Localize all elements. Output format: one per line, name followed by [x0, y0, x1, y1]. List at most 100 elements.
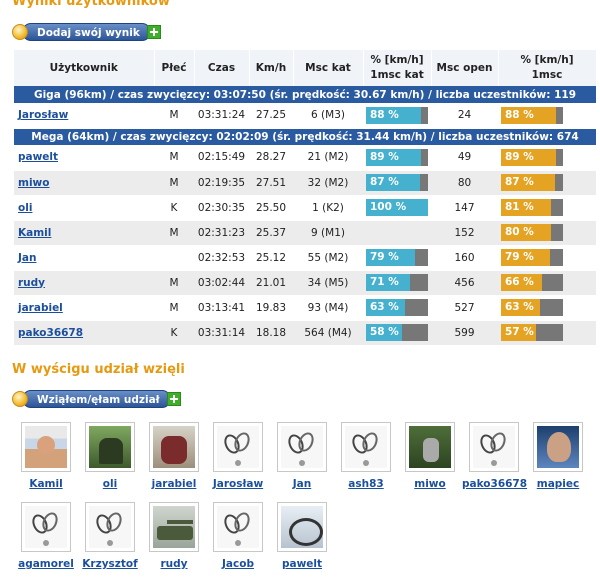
pct-open-cell: 80 % [498, 220, 596, 246]
participant-name-link[interactable]: Krzysztof [82, 558, 138, 570]
pct-cat-cell: 79 % [363, 245, 431, 271]
pct-open-bar-fill [501, 274, 542, 291]
pct-open-bar: 81 % [501, 199, 563, 216]
pct-cat-bar-fill [366, 148, 422, 166]
place-cat-cell: 93 (M4) [293, 295, 363, 321]
pct-open-cell: 81 % [498, 195, 596, 221]
header-pct-open-line1: % [km/h] [520, 54, 574, 66]
user-link[interactable]: Jarosław [18, 109, 69, 122]
logo-pin-icon [235, 540, 241, 546]
avatar[interactable] [213, 422, 263, 472]
participant[interactable]: agamorel [14, 502, 78, 570]
avatar[interactable] [277, 502, 327, 552]
logo-pin-icon [235, 460, 241, 466]
speed-cell: 19.83 [249, 295, 293, 321]
pct-cat-bar: 63 % [366, 299, 428, 316]
time-cell: 03:02:44 [194, 270, 249, 296]
avatar[interactable] [21, 502, 71, 552]
avatar[interactable] [405, 422, 455, 472]
user-cell: jarabiel [14, 295, 154, 321]
avatar-image [217, 426, 259, 468]
avatar[interactable] [213, 502, 263, 552]
pct-cat-label: 89 % [370, 150, 399, 163]
place-open-cell: 80 [431, 170, 498, 196]
pct-open-bar: 79 % [501, 249, 563, 266]
join-race-button[interactable]: Wziąłem/ęłam udział [12, 389, 181, 409]
avatar[interactable] [149, 502, 199, 552]
sex-cell: M [154, 103, 194, 129]
speed-cell: 25.50 [249, 195, 293, 221]
pct-open-bar: 80 % [501, 224, 563, 241]
user-link[interactable]: pako36678 [18, 326, 84, 339]
participants-row-2: agamorel Krzysztof rudy Jacob pawelt [14, 502, 600, 570]
time-cell: 02:31:23 [194, 220, 249, 246]
participant[interactable]: miwo [398, 422, 462, 490]
user-link[interactable]: pawelt [18, 151, 59, 164]
user-link[interactable]: oli [18, 201, 33, 214]
header-time: Czas [194, 50, 250, 86]
participant[interactable]: Jarosław [206, 422, 270, 490]
participant[interactable]: rudy [142, 502, 206, 570]
participant[interactable]: Jan [270, 422, 334, 490]
user-link[interactable]: miwo [18, 176, 50, 189]
pct-cat-label: 63 % [370, 301, 399, 313]
lightbulb-icon [12, 391, 28, 407]
participant-name-link[interactable]: jarabiel [151, 478, 197, 490]
avatar[interactable] [85, 502, 135, 552]
header-sex: Płeć [154, 50, 195, 86]
user-link[interactable]: Jan [18, 251, 37, 264]
pct-cat-bar: 87 % [366, 174, 428, 191]
add-result-button[interactable]: Dodaj swój wynik [12, 22, 161, 42]
logo-pin-icon [363, 460, 369, 466]
participant-name-link[interactable]: Jacob [222, 558, 254, 570]
avatar[interactable] [277, 422, 327, 472]
speed-cell: 27.25 [249, 103, 293, 129]
pct-open-bar: 88 % [501, 106, 563, 124]
user-link[interactable]: rudy [18, 276, 46, 289]
avatar[interactable] [21, 422, 71, 472]
participant[interactable]: Jacob [206, 502, 270, 570]
pct-open-cell: 57 % [498, 320, 596, 346]
participant-name-link[interactable]: ash83 [348, 478, 384, 490]
participant[interactable]: Kamil [14, 422, 78, 490]
participant[interactable]: oli [78, 422, 142, 490]
participant-name-link[interactable]: rudy [160, 558, 188, 570]
avatar-image [537, 426, 579, 468]
participant-name-link[interactable]: Jarosław [212, 478, 264, 490]
user-link[interactable]: jarabiel [18, 301, 63, 314]
place-open-cell: 160 [431, 245, 498, 271]
user-link[interactable]: Kamil [18, 226, 52, 239]
sex-cell: K [154, 320, 194, 346]
participant-name-link[interactable]: miwo [414, 478, 446, 490]
participant[interactable]: mapiec [526, 422, 590, 490]
table-row: oli K 02:30:35 25.50 1 (K2) 100 % 147 81 % [14, 195, 596, 221]
participant[interactable]: Krzysztof [78, 502, 142, 570]
participant-name-link[interactable]: pako36678 [462, 478, 528, 490]
pct-cat-label: 71 % [370, 276, 399, 288]
participant[interactable]: jarabiel [142, 422, 206, 490]
participant-name-link[interactable]: Jan [292, 478, 312, 490]
results-table: Użytkownik Płeć Czas Km/h Msc kat % [km/… [14, 50, 597, 346]
avatar-image [153, 426, 195, 468]
participant-name-link[interactable]: Kamil [29, 478, 63, 490]
participant-name-link[interactable]: agamorel [18, 558, 74, 570]
pct-cat-cell: 58 % [363, 320, 431, 346]
header-place-open: Msc open [431, 50, 499, 86]
avatar[interactable] [533, 422, 583, 472]
participant[interactable]: pako36678 [462, 422, 528, 490]
pct-open-cell: 66 % [498, 270, 596, 296]
participant-name-link[interactable]: mapiec [536, 478, 580, 490]
avatar[interactable] [469, 422, 519, 472]
avatar-image [473, 426, 515, 468]
participant[interactable]: pawelt [270, 502, 334, 570]
sex-cell: M [154, 295, 194, 321]
participant-name-link[interactable]: pawelt [281, 558, 323, 570]
participant[interactable]: ash83 [334, 422, 398, 490]
avatar[interactable] [149, 422, 199, 472]
avatar-image [345, 426, 387, 468]
avatar[interactable] [85, 422, 135, 472]
avatar[interactable] [341, 422, 391, 472]
pct-open-label: 88 % [505, 108, 534, 121]
participant-name-link[interactable]: oli [102, 478, 118, 490]
pct-open-bar-fill [501, 174, 555, 191]
